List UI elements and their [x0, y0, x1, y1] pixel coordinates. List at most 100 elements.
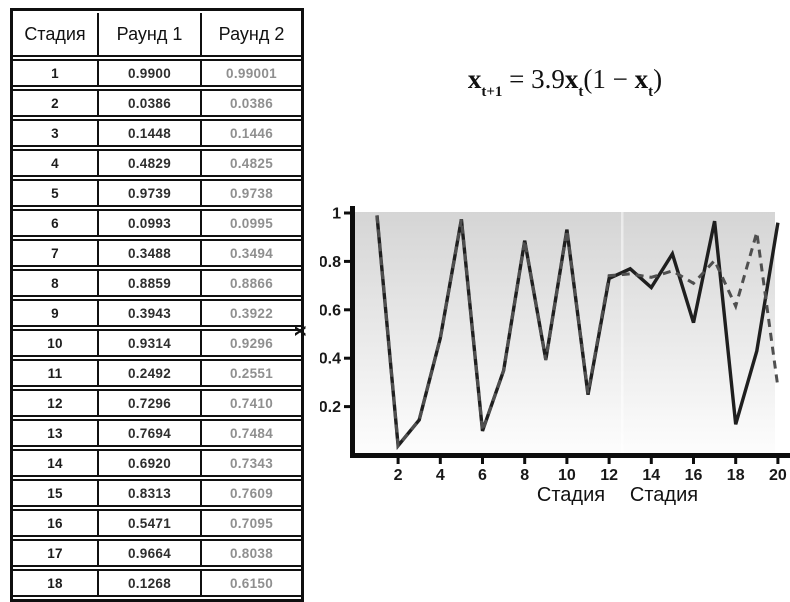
round2-cell: 0.3494 — [202, 239, 301, 267]
y-tick-label: 0.8 — [320, 254, 341, 271]
series-line-dashed — [375, 215, 780, 450]
round1-cell: 0.3488 — [99, 239, 202, 267]
stage-cell: 13 — [13, 419, 99, 447]
table-row: 11 0.2492 0.2551 — [13, 359, 301, 387]
table-row: 16 0.5471 0.7095 — [13, 509, 301, 537]
table-row: 12 0.7296 0.7410 — [13, 389, 301, 417]
round1-cell: 0.7296 — [99, 389, 202, 417]
round2-cell: 0.4825 — [202, 149, 301, 177]
round1-cell: 0.4829 — [99, 149, 202, 177]
stage-cell: 3 — [13, 119, 99, 147]
chaos-chart: 2 4 6 8 10 12 14 16 18 20 0.2 0.4 0.6 0.8 1 Стадия Стади… — [319, 190, 790, 530]
stage-cell: 17 — [13, 539, 99, 567]
round2-cell: 0.0995 — [202, 209, 301, 237]
table-row: 14 0.6920 0.7343 — [13, 449, 301, 477]
round1-cell: 0.5471 — [99, 509, 202, 537]
rounds-table-grid: Стадия Раунд 1 Раунд 2 1 0.9900 0.99001 2 0.… — [13, 11, 301, 599]
table-row: 1 0.9900 0.99001 — [13, 59, 301, 87]
formula-sub2: t — [578, 84, 584, 101]
x-tick-label: 20 — [769, 467, 787, 484]
x-tick-label: 12 — [600, 467, 618, 484]
y-tick-label: 0.6 — [320, 302, 341, 319]
round2-cell: 0.8038 — [202, 539, 301, 567]
col-header-round1: Раунд 1 — [99, 13, 202, 57]
round2-cell: 0.3922 — [202, 299, 301, 327]
round2-cell: 0.7410 — [202, 389, 301, 417]
stage-cell: 7 — [13, 239, 99, 267]
stage-cell: 12 — [13, 389, 99, 417]
round2-cell: 0.0386 — [202, 89, 301, 117]
round1-cell: 0.0386 — [99, 89, 202, 117]
round2-cell: 0.8866 — [202, 269, 301, 297]
scan-seam — [621, 212, 624, 454]
y-tick-label: 0.4 — [320, 351, 341, 368]
x-tick-label: 16 — [685, 467, 703, 484]
round2-cell: 0.9738 — [202, 179, 301, 207]
table-row: 13 0.7694 0.7484 — [13, 419, 301, 447]
chart-plot: 2 4 6 8 10 12 14 16 18 20 0.2 0.4 0.6 0.8 1 Стадия Стади… — [319, 206, 790, 506]
round1-cell: 0.9664 — [99, 539, 202, 567]
x-axis-title: Стадия — [537, 484, 605, 506]
table-row: 8 0.8859 0.8866 — [13, 269, 301, 297]
stage-cell: 5 — [13, 179, 99, 207]
stage-cell: 18 — [13, 569, 99, 597]
table-header-row: Стадия Раунд 1 Раунд 2 — [13, 13, 301, 57]
stage-cell: 4 — [13, 149, 99, 177]
round2-cell: 0.7484 — [202, 419, 301, 447]
stage-cell: 15 — [13, 479, 99, 507]
round2-cell: 0.6150 — [202, 569, 301, 597]
round1-cell: 0.8859 — [99, 269, 202, 297]
x-tick-label: 8 — [520, 467, 529, 484]
round1-cell: 0.9900 — [99, 59, 202, 87]
round2-cell: 0.7609 — [202, 479, 301, 507]
logistic-map-formula: xt+1 = 3.9xt(1 − xt) — [400, 64, 730, 100]
x-tick-label: 6 — [478, 467, 487, 484]
table-row: 5 0.9739 0.9738 — [13, 179, 301, 207]
formula-sub1: t+1 — [481, 84, 503, 101]
formula-sub3: t — [648, 84, 654, 101]
stage-cell: 1 — [13, 59, 99, 87]
round1-cell: 0.0993 — [99, 209, 202, 237]
y-tick-label: 1 — [332, 206, 341, 223]
table-row: 7 0.3488 0.3494 — [13, 239, 301, 267]
x-tick-label: 14 — [642, 467, 660, 484]
x-axis-title: Стадия — [630, 484, 698, 506]
formula-x2: x — [564, 64, 579, 94]
round2-cell: 0.7343 — [202, 449, 301, 477]
x-tick-label: 4 — [436, 467, 445, 484]
x-tick-label: 2 — [394, 467, 403, 484]
round2-cell: 0.9296 — [202, 329, 301, 357]
table-row: 2 0.0386 0.0386 — [13, 89, 301, 117]
round1-cell: 0.6920 — [99, 449, 202, 477]
stage-cell: 9 — [13, 299, 99, 327]
table-row: 3 0.1448 0.1446 — [13, 119, 301, 147]
round2-cell: 0.2551 — [202, 359, 301, 387]
round1-cell: 0.9739 — [99, 179, 202, 207]
round1-cell: 0.1268 — [99, 569, 202, 597]
round1-cell: 0.3943 — [99, 299, 202, 327]
formula-x1: x — [467, 64, 482, 94]
round1-cell: 0.9314 — [99, 329, 202, 357]
round1-cell: 0.7694 — [99, 419, 202, 447]
col-header-stage: Стадия — [13, 13, 99, 57]
stage-cell: 8 — [13, 269, 99, 297]
stage-cell: 14 — [13, 449, 99, 477]
formula-equals: = 3.9 — [502, 64, 565, 94]
stage-cell: 16 — [13, 509, 99, 537]
formula-close-paren: ) — [653, 64, 663, 94]
x-tick-label: 10 — [558, 467, 576, 484]
round1-cell: 0.8313 — [99, 479, 202, 507]
y-tick-label: 0.2 — [320, 399, 341, 416]
table-row: 6 0.0993 0.0995 — [13, 209, 301, 237]
formula-x3: x — [634, 64, 649, 94]
stage-cell: 11 — [13, 359, 99, 387]
rounds-table: Стадия Раунд 1 Раунд 2 1 0.9900 0.99001 2 0.… — [10, 8, 304, 602]
y-axis-label: x — [289, 325, 311, 337]
x-tick-label: 18 — [727, 467, 745, 484]
table-row: 9 0.3943 0.3922 — [13, 299, 301, 327]
table-body: 1 0.9900 0.99001 2 0.0386 0.0386 3 0.1448 0.1446… — [13, 59, 301, 597]
col-header-round2: Раунд 2 — [202, 13, 301, 57]
stage-cell: 6 — [13, 209, 99, 237]
round2-cell: 0.1446 — [202, 119, 301, 147]
table-row: 17 0.9664 0.8038 — [13, 539, 301, 567]
